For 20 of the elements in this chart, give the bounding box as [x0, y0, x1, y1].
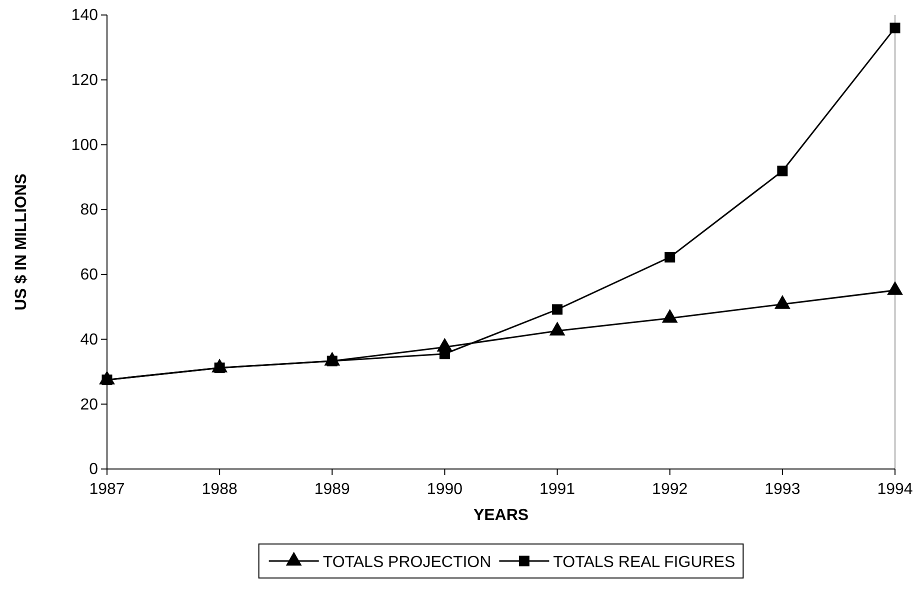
y-tick-label: 100 [71, 136, 98, 154]
legend-label: TOTALS PROJECTION [322, 554, 492, 571]
x-tick-label: 1988 [202, 481, 238, 498]
y-tick-label: 0 [89, 461, 98, 478]
x-tick-label: 1994 [877, 481, 913, 498]
legend-label: TOTALS REAL FIGURES [553, 554, 736, 571]
x-tick-label: 1993 [764, 481, 800, 498]
x-axis-title: YEARS [473, 507, 529, 524]
y-tick-label: 60 [80, 266, 98, 284]
y-tick-label: 40 [80, 331, 98, 348]
x-tick-label: 1989 [314, 481, 350, 498]
y-axis-title: US $ IN MILLIONS [13, 173, 30, 310]
x-tick-label: 1987 [89, 481, 125, 498]
y-tick-label: 140 [71, 7, 98, 24]
y-tick-label: 120 [71, 72, 98, 89]
x-tick-label: 1991 [539, 481, 576, 498]
x-tick-label: 1990 [426, 481, 463, 498]
y-tick-label: 80 [80, 202, 98, 219]
y-tick-label: 20 [80, 396, 98, 414]
x-tick-label: 1992 [652, 481, 688, 498]
